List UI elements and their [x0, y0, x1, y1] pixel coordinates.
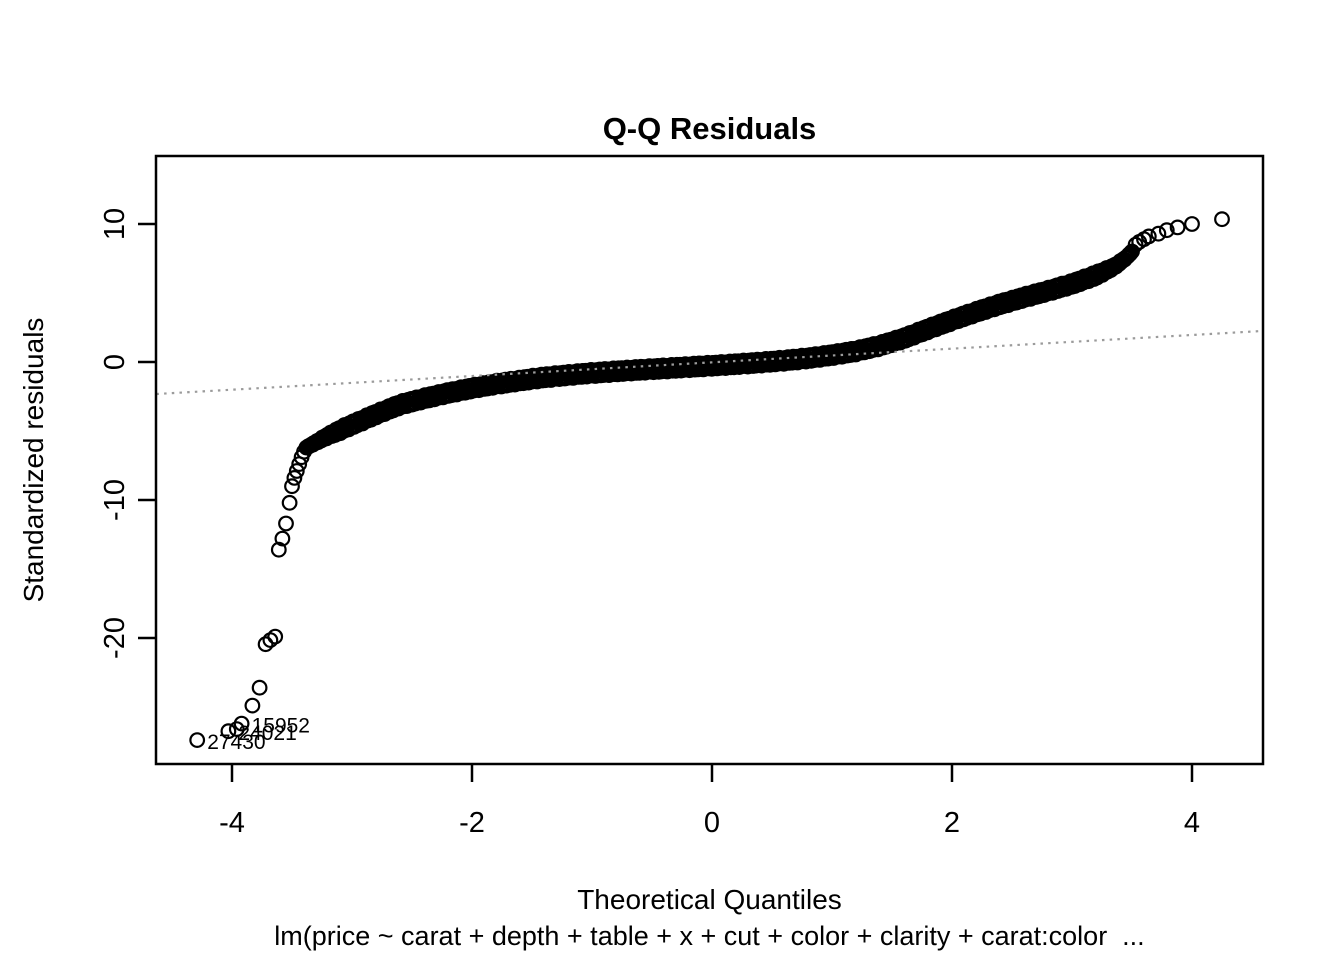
- x-tick-label: 0: [704, 807, 720, 839]
- x-tick-label: -4: [219, 807, 245, 839]
- y-tick-label: 0: [99, 354, 131, 370]
- data-point: [293, 449, 310, 466]
- data-point: [1214, 211, 1230, 228]
- x-tick-label: 4: [1184, 807, 1200, 839]
- outlier-point-label: 27430: [207, 731, 265, 754]
- data-point: [270, 541, 287, 558]
- data-point: [1169, 219, 1186, 236]
- outlier-point-label: 24021: [238, 722, 296, 745]
- outlier-point-label: 15952: [252, 715, 310, 738]
- data-point: [228, 721, 245, 737]
- data-point: [284, 478, 300, 495]
- y-tick-label: -10: [99, 479, 131, 521]
- y-axis-label: Standardized residuals: [18, 317, 49, 603]
- data-point: [1140, 228, 1157, 245]
- model-caption: lm(price ~ carat + depth + table + x + c…: [274, 921, 1145, 951]
- x-axis-label: Theoretical Quantiles: [577, 884, 842, 915]
- data-point: [1158, 222, 1175, 239]
- data-point: [189, 732, 206, 748]
- y-tick-label: -20: [99, 617, 131, 659]
- data-point: [281, 494, 298, 511]
- data-point: [262, 632, 279, 648]
- x-tick-label: 2: [944, 807, 960, 839]
- data-point: [1184, 216, 1200, 232]
- data-point: [257, 636, 274, 653]
- data-point: [286, 470, 303, 486]
- data-point: [244, 697, 261, 714]
- data-point: [278, 515, 294, 532]
- plot-border: [154, 154, 1265, 766]
- y-tick-label: 10: [99, 208, 131, 240]
- plot-title: Q-Q Residuals: [602, 111, 817, 146]
- data-point: [291, 456, 308, 473]
- x-tick-label: -2: [459, 807, 485, 839]
- data-point: [288, 463, 305, 479]
- data-point: [1150, 225, 1167, 242]
- data-point: [220, 723, 237, 740]
- data-point: [274, 530, 291, 547]
- data-point: [251, 679, 268, 696]
